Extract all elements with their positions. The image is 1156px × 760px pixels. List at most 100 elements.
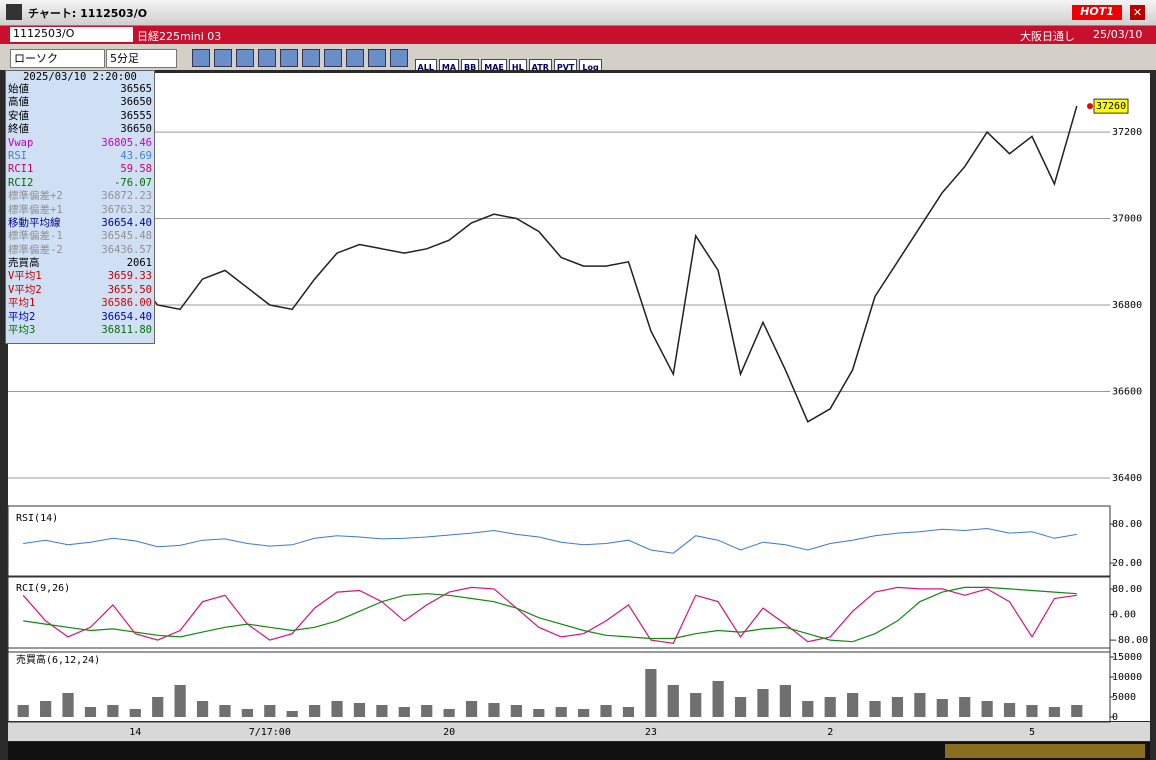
price-marker xyxy=(1093,98,1129,114)
tool-icon[interactable] xyxy=(236,49,254,67)
row-value: 36586.00 xyxy=(101,297,152,310)
toolbar: ローソク 5分足 ALL MA BB MAE HL ATR PVT Log xyxy=(0,46,1156,77)
bar xyxy=(465,701,478,717)
tool-icon[interactable] xyxy=(214,49,232,67)
panel-rows: 始値 36565 高値 36650 安値 36555 終値 36650 Vwap 36805.46… xyxy=(6,83,154,337)
bar xyxy=(667,685,679,717)
row-label: 標準偏差-2 xyxy=(8,243,63,256)
bar xyxy=(219,705,231,717)
y-tick-label: 15000 xyxy=(1112,652,1142,663)
panel-title: RSI(14) xyxy=(16,513,58,524)
y-tick-label: 5000 xyxy=(1112,692,1136,703)
bar xyxy=(824,697,836,717)
hot-badge[interactable]: HOT1 xyxy=(1072,5,1122,20)
bar xyxy=(1071,705,1083,717)
bar xyxy=(1003,703,1016,717)
x-tick-label: 7/17:00 xyxy=(249,727,291,738)
panel-row: 平均1 36586.00 xyxy=(6,297,154,310)
row-value: 36650 xyxy=(120,123,152,136)
row-value: 3655.50 xyxy=(107,283,152,296)
tool-icon[interactable] xyxy=(368,49,386,67)
bar xyxy=(779,685,791,717)
bar xyxy=(690,693,702,717)
chart-type-select[interactable]: ローソク xyxy=(10,49,105,68)
bar xyxy=(152,697,164,717)
row-value: 36654.40 xyxy=(101,310,152,323)
row-value: 36565 xyxy=(120,83,152,95)
interval-select[interactable]: 5分足 xyxy=(106,49,177,68)
y-tick-label: 37200 xyxy=(1112,127,1142,138)
title-bar: チャート: 1112503/O HOT1 ✕ xyxy=(0,0,1156,26)
bar xyxy=(981,701,993,717)
close-button[interactable]: ✕ xyxy=(1130,5,1145,20)
tool-icon[interactable] xyxy=(192,49,210,67)
y-tick-label: 10000 xyxy=(1112,672,1142,683)
scroll-thumb[interactable] xyxy=(945,744,1145,758)
row-label: 平均3 xyxy=(8,324,36,337)
y-tick-label: 37000 xyxy=(1112,214,1142,225)
bar xyxy=(869,701,881,717)
tool-icon[interactable] xyxy=(302,49,320,67)
row-label: V平均2 xyxy=(8,283,42,296)
y-tick-label: 36400 xyxy=(1112,473,1142,484)
line xyxy=(22,586,1077,644)
tool-icon[interactable] xyxy=(346,49,364,67)
bar xyxy=(331,701,343,717)
row-label: 高値 xyxy=(8,96,29,109)
instrument-name: 日経225mini 03 xyxy=(137,30,222,43)
bar xyxy=(645,669,657,717)
y-tick-label: 80.00 xyxy=(1112,519,1142,530)
row-value: 36545.48 xyxy=(101,230,152,243)
tool-icon[interactable] xyxy=(258,49,276,67)
bar xyxy=(533,709,545,717)
row-label: 移動平均線 xyxy=(8,216,61,229)
panel-border xyxy=(7,505,1111,578)
row-value: -76.07 xyxy=(114,176,152,189)
y-tick-label: 0 xyxy=(1112,712,1118,723)
scrollbar[interactable] xyxy=(8,742,1150,760)
bar xyxy=(286,711,298,717)
symbol-input[interactable]: 1112503/O xyxy=(10,27,133,42)
info-bar: 1112503/O 日経225mini 03 大阪日通し 25/03/10 xyxy=(0,26,1156,44)
panel-border xyxy=(7,647,1111,723)
plots: 36400 36600 36800 37000 37200 37260 RSI(14) 80.… xyxy=(7,98,1148,738)
tool-icon[interactable] xyxy=(280,49,298,67)
tool-icon[interactable] xyxy=(324,49,342,67)
bar xyxy=(353,703,366,717)
panel-row: RCI2 -76.07 xyxy=(6,177,154,190)
bar xyxy=(40,701,52,717)
bar xyxy=(107,705,119,717)
row-value: 2061 xyxy=(126,257,152,270)
bar xyxy=(62,693,74,717)
bar xyxy=(1048,707,1060,717)
row-label: RCI2 xyxy=(8,176,34,189)
panel-row: 移動平均線 36654.40 xyxy=(6,217,154,230)
bar xyxy=(1026,705,1038,717)
row-label: 平均1 xyxy=(8,297,36,310)
y-tick-label: 36800 xyxy=(1112,300,1142,311)
panel-datetime: 2025/03/10 2:20:00 xyxy=(23,71,137,83)
panel-row: 標準偏差-2 36436.57 xyxy=(6,244,154,257)
x-tick-label: 14 xyxy=(129,727,141,738)
bar xyxy=(914,693,926,717)
y-tick-label: -80.00 xyxy=(1112,635,1148,646)
panel-row: V平均2 3655.50 xyxy=(6,284,154,297)
bar xyxy=(174,685,186,717)
x-tick-label: 5 xyxy=(1029,727,1035,738)
panel-row: RCI1 59.58 xyxy=(6,163,154,176)
panel-title: 売買高(6,12,24) xyxy=(16,653,100,666)
bar xyxy=(241,709,253,717)
tool-icon[interactable] xyxy=(390,49,408,67)
axis-background xyxy=(1110,73,1150,721)
panel-row: 終値 36650 xyxy=(6,123,154,136)
bar xyxy=(196,701,209,717)
bar xyxy=(802,701,814,717)
y-tick-label: 0.00 xyxy=(1112,610,1136,621)
row-label: RSI xyxy=(8,149,27,162)
y-tick-label: 80.00 xyxy=(1112,584,1142,595)
x-tick-label: 23 xyxy=(645,727,657,738)
row-label: 標準偏差-1 xyxy=(8,230,63,243)
row-label: V平均1 xyxy=(8,270,42,283)
panel-title: RCI(9,26) xyxy=(16,583,70,594)
bar xyxy=(555,707,567,717)
